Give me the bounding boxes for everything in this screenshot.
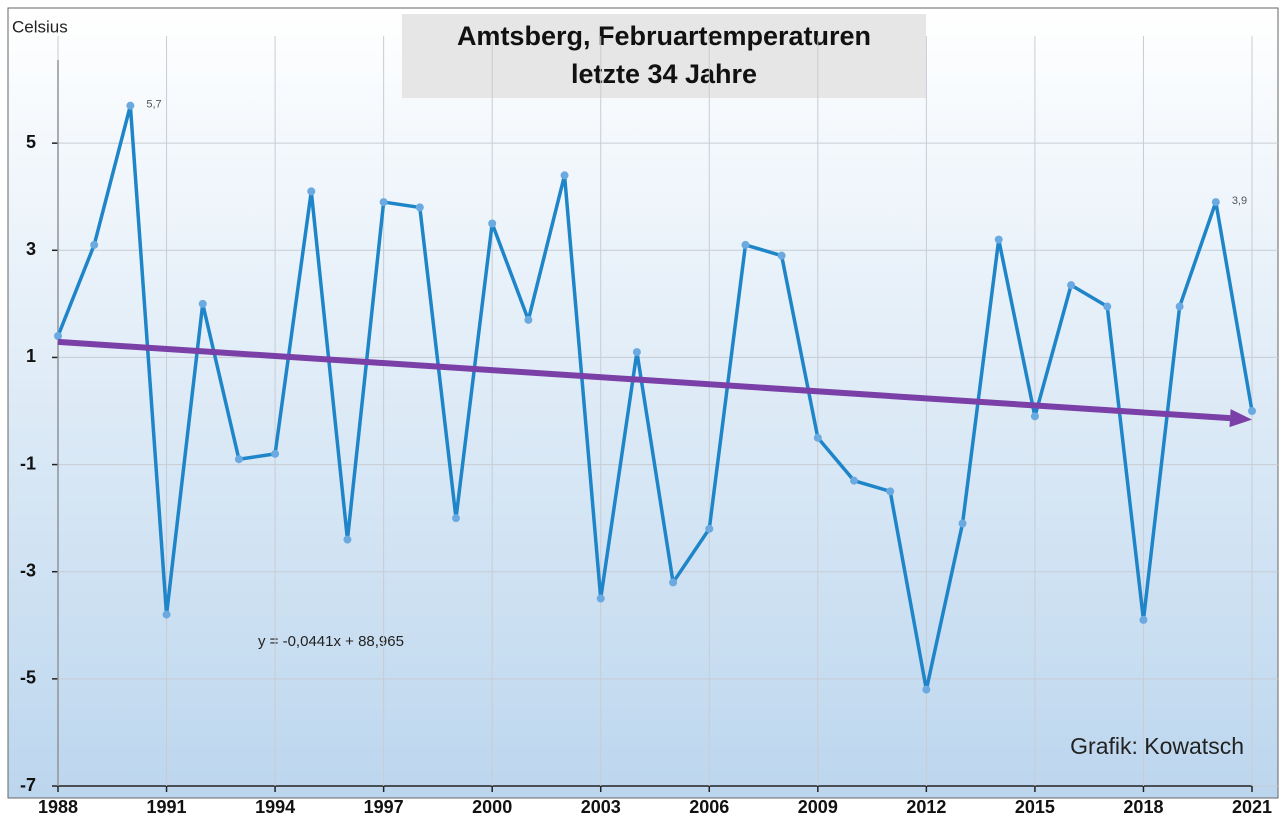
y-tick-label: 5 <box>26 132 36 152</box>
x-tick-label: 1997 <box>364 797 404 817</box>
data-point <box>850 476 858 485</box>
data-line <box>56 103 1254 692</box>
title-box <box>402 14 926 98</box>
data-point <box>1067 281 1076 290</box>
trend-equation: y = -0,0441x + 88,965 <box>258 633 404 650</box>
trend-line <box>57 338 1231 422</box>
credit: Grafik: Kowatsch <box>1070 733 1244 759</box>
x-tick-label: 2012 <box>906 797 946 817</box>
data-point <box>1139 615 1148 624</box>
x-tick-label: 2021 <box>1232 797 1272 817</box>
data-point <box>234 455 243 464</box>
chart-title: Amtsberg, Februartemperaturen <box>457 21 871 51</box>
data-point <box>994 235 1003 244</box>
y-axis-label: Celsius <box>12 17 68 36</box>
data-point <box>1030 412 1039 421</box>
data-point <box>741 240 750 249</box>
x-tick-label: 2015 <box>1015 797 1055 817</box>
data-point <box>307 187 316 196</box>
y-tick-label: -7 <box>20 775 36 795</box>
data-point <box>524 315 533 324</box>
y-tick-label: 1 <box>26 346 36 366</box>
x-tick-label: 2018 <box>1123 797 1163 817</box>
data-point <box>198 299 207 308</box>
data-label: 5,7 <box>146 99 161 111</box>
data-point <box>1211 198 1220 207</box>
data-label: 3,9 <box>1232 195 1247 207</box>
x-tick-label: 1994 <box>255 797 295 817</box>
data-point <box>705 524 714 533</box>
data-point <box>379 198 388 207</box>
y-tick-label: -1 <box>20 453 36 473</box>
data-point <box>90 240 99 249</box>
x-tick-label: 2003 <box>581 797 621 817</box>
chart-title: letzte 34 Jahre <box>571 59 757 89</box>
data-point <box>415 203 424 212</box>
x-tick-label: 2006 <box>689 797 729 817</box>
data-point <box>669 578 678 587</box>
data-point <box>922 685 931 694</box>
x-tick-label: 1988 <box>38 797 78 817</box>
data-point <box>632 348 641 357</box>
data-point <box>343 535 352 544</box>
data-point <box>813 433 822 442</box>
data-point <box>1175 302 1184 311</box>
data-point <box>958 519 967 528</box>
data-point <box>54 332 62 340</box>
plot-background <box>7 7 1279 799</box>
data-point <box>162 610 171 619</box>
y-tick-label: 3 <box>26 239 36 259</box>
data-point <box>271 449 280 458</box>
data-point <box>596 594 605 603</box>
trend-arrowhead <box>1229 409 1252 428</box>
data-point <box>1248 407 1256 415</box>
data-point <box>560 171 569 180</box>
data-point <box>777 251 786 260</box>
x-tick-label: 2009 <box>798 797 838 817</box>
x-tick-label: 1991 <box>147 797 187 817</box>
data-point <box>488 219 497 228</box>
data-point <box>1103 302 1112 311</box>
y-tick-label: -3 <box>20 560 36 580</box>
x-tick-label: 2000 <box>472 797 512 817</box>
data-point <box>886 487 895 496</box>
y-tick-label: -5 <box>20 668 36 688</box>
data-point <box>126 101 135 110</box>
data-point <box>452 514 460 523</box>
